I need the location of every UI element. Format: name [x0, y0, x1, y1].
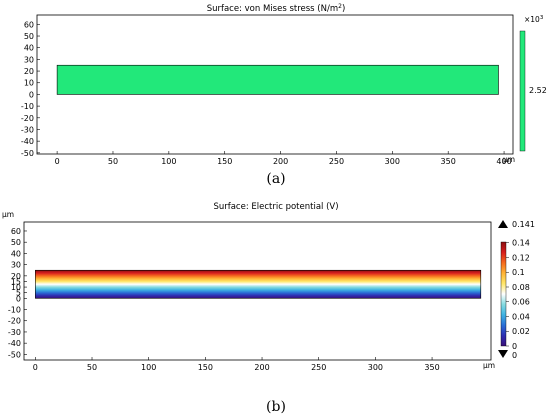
panel-b-caption: (b) [266, 399, 286, 415]
y-tick-label: -20 [8, 317, 21, 326]
x-tick-label: 300 [368, 363, 383, 372]
x-tick-label: 0 [33, 363, 38, 372]
y-tick-label: 20 [11, 272, 21, 281]
y-tick-label: 40 [11, 249, 21, 258]
colorbar-tick-label: 0 [512, 342, 517, 351]
y-tick-label: 50 [24, 32, 34, 41]
panel-b-y-unit: µm [2, 210, 14, 219]
panel-a-plot-frame [36, 14, 514, 155]
y-tick-label: -40 [8, 339, 21, 348]
x-tick-label: 250 [311, 363, 326, 372]
x-tick-label: 100 [161, 157, 176, 166]
y-tick-label: 10 [24, 79, 34, 88]
panel-a-colorbar [519, 30, 526, 152]
panel-a-title: Surface: von Mises stress (N/m2) [207, 3, 346, 14]
colorbar-tick-label: 0.1 [512, 268, 525, 277]
panel-b-x-axis: 0 50 100 150 200 250 300 350 [33, 357, 440, 372]
colorbar-min-arrow-icon [498, 350, 508, 358]
panel-b-colorbar-max-label: 0.141 [512, 220, 535, 229]
panel-b-plot-frame [23, 221, 492, 361]
x-tick-label: 150 [198, 363, 213, 372]
y-tick-label: -20 [21, 114, 34, 123]
panel-a-caption: (a) [266, 171, 285, 187]
panel-b-x-unit: µm [483, 361, 495, 370]
y-tick-label: 50 [11, 238, 21, 247]
panel-b-potential: Surface: Electric potential (V) µm 60504… [2, 202, 535, 415]
x-tick-label: 150 [217, 157, 232, 166]
x-tick-label: 50 [87, 363, 97, 372]
y-tick-label: 0 [29, 90, 34, 99]
panel-b-title: Surface: Electric potential (V) [213, 202, 338, 212]
x-tick-label: 400 [496, 157, 511, 166]
y-tick-label: -30 [8, 328, 21, 337]
y-tick-label: -50 [21, 149, 34, 158]
x-tick-label: 200 [254, 363, 269, 372]
y-tick-label: -40 [21, 137, 34, 146]
panel-b-colorbar [500, 241, 507, 347]
colorbar-tick-label: 0.08 [512, 283, 530, 292]
colorbar-tick-label: 0.14 [512, 239, 530, 248]
colorbar-tick-label: 0.06 [512, 298, 530, 307]
x-tick-label: 350 [441, 157, 456, 166]
y-tick-label: -30 [21, 125, 34, 134]
colorbar-max-arrow-icon [498, 220, 508, 228]
panel-a-y-axis: 60 50 40 30 20 10 0 -10 -20 -30 -40 -50 [21, 20, 40, 158]
y-tick-label: 20 [24, 67, 34, 76]
panel-b-beam [35, 269, 482, 299]
y-tick-label: 30 [24, 55, 34, 64]
y-tick-label: -10 [21, 102, 34, 111]
colorbar-tick-label: 0.02 [512, 327, 530, 336]
panel-b-colorbar-min-label: 0 [512, 351, 517, 360]
x-tick-label: 300 [385, 157, 400, 166]
y-tick-label: 0 [16, 294, 21, 303]
y-tick-label: -10 [8, 306, 21, 315]
y-tick-label: 40 [24, 44, 34, 53]
y-tick-label: 60 [11, 227, 21, 236]
x-tick-label: 200 [273, 157, 288, 166]
y-tick-label: 10 [11, 283, 21, 292]
colorbar-tick-label: 0.04 [512, 312, 530, 321]
x-tick-label: 100 [141, 363, 156, 372]
x-tick-label: 250 [329, 157, 344, 166]
y-tick-label: 60 [24, 20, 34, 29]
x-tick-label: 350 [424, 363, 439, 372]
panel-b-colorbar-ticks: 0.14 0.12 0.1 0.08 0.06 0.04 0.02 0 [506, 239, 530, 351]
panel-a-colorbar-multiplier: ×103 [524, 15, 544, 24]
y-tick-label: 5 [16, 289, 21, 298]
panel-a-colorbar-label: 2.52 [529, 86, 547, 95]
colorbar-tick-label: 0.12 [512, 253, 530, 262]
x-tick-label: 50 [108, 157, 118, 166]
panel-a-x-unit: µm [503, 155, 515, 164]
panel-a-stress: Surface: von Mises stress (N/m2) 60 50 40 3… [21, 3, 547, 187]
panel-a-x-axis: 0 50 100 150 200 250 300 350 400 [55, 151, 512, 166]
x-tick-label: 0 [55, 157, 60, 166]
panel-a-beam [56, 64, 499, 95]
y-tick-label: 30 [11, 261, 21, 270]
y-tick-label: 15 [11, 277, 21, 286]
y-tick-label: -50 [8, 350, 21, 359]
